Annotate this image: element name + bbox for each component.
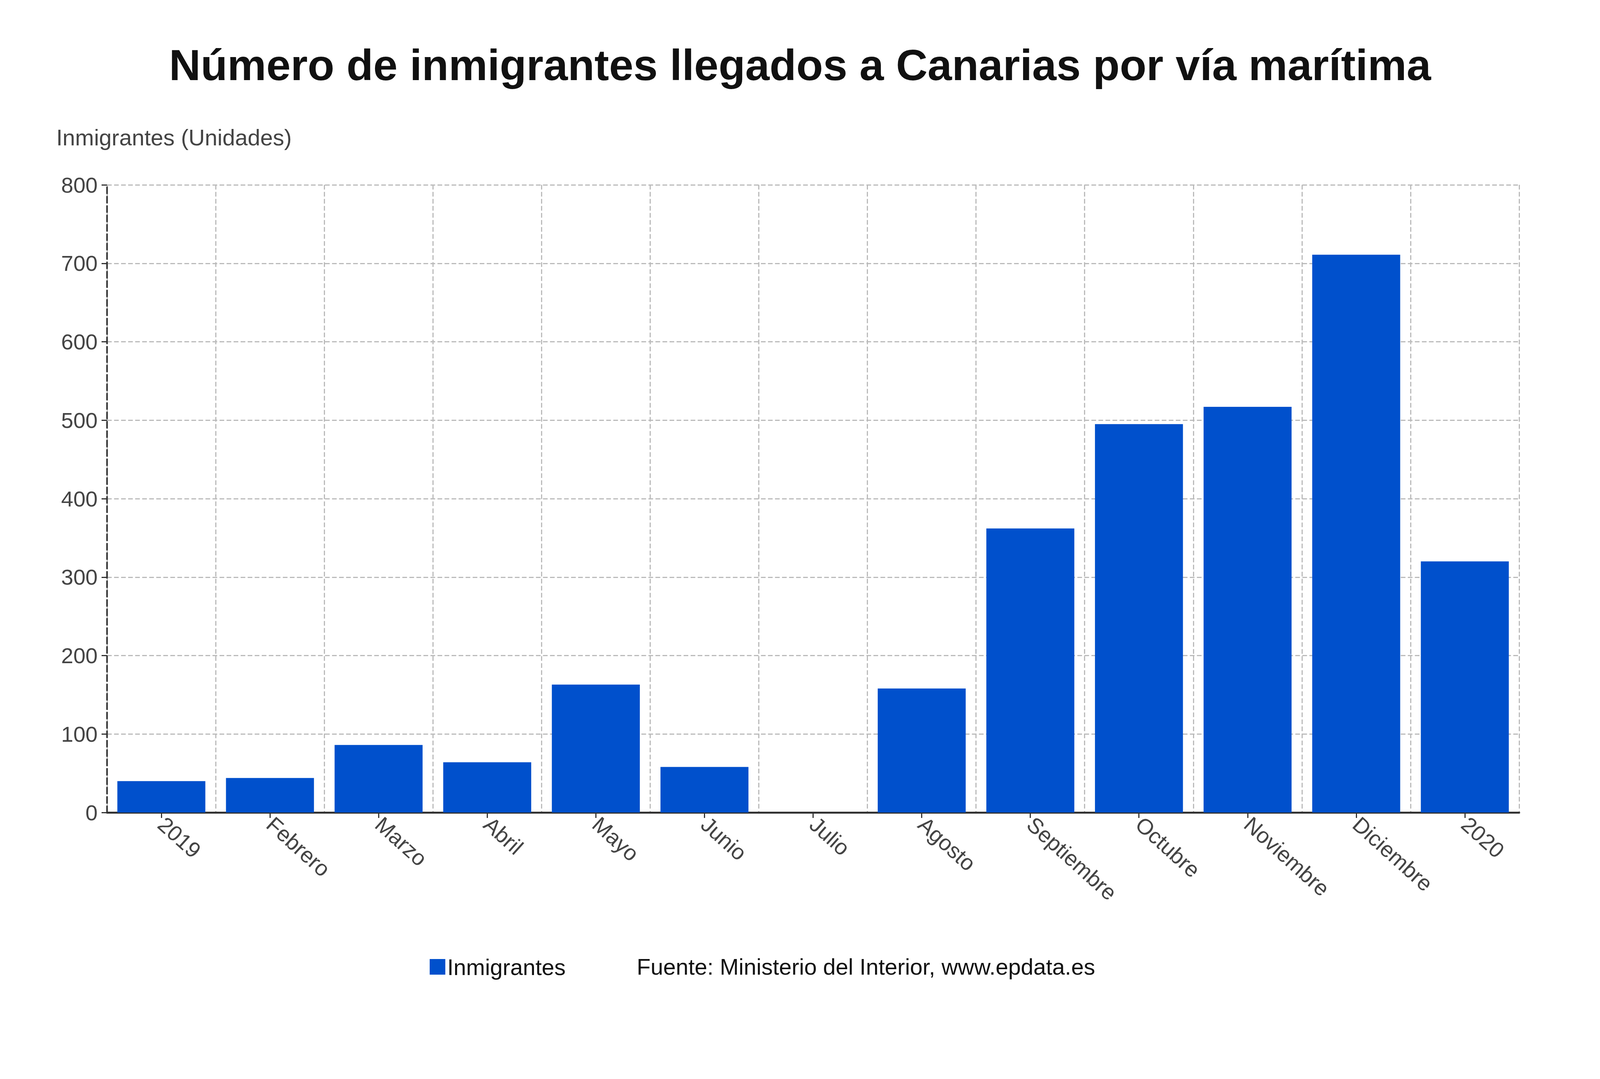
svg-text:Diciembre: Diciembre bbox=[1348, 811, 1438, 896]
svg-text:Noviembre: Noviembre bbox=[1239, 811, 1335, 901]
svg-text:2020: 2020 bbox=[1456, 811, 1510, 863]
svg-text:800: 800 bbox=[61, 172, 98, 198]
svg-text:Febrero: Febrero bbox=[261, 811, 336, 882]
svg-text:300: 300 bbox=[61, 564, 98, 590]
svg-text:Marzo: Marzo bbox=[370, 811, 433, 871]
svg-text:Septiembre: Septiembre bbox=[1022, 811, 1122, 905]
svg-text:500: 500 bbox=[61, 407, 98, 433]
svg-text:Fuente: Ministerio del Interio: Fuente: Ministerio del Interior, www.epd… bbox=[636, 953, 1095, 979]
svg-text:Julio: Julio bbox=[804, 811, 855, 861]
svg-text:700: 700 bbox=[61, 250, 98, 276]
svg-text:100: 100 bbox=[61, 721, 98, 747]
svg-text:Número de inmigrantes llegados: Número de inmigrantes llegados a Canaria… bbox=[169, 40, 1432, 90]
svg-text:Inmigrantes: Inmigrantes bbox=[447, 953, 566, 980]
svg-text:Agosto: Agosto bbox=[913, 811, 981, 876]
svg-text:Junio: Junio bbox=[696, 811, 752, 865]
svg-text:0: 0 bbox=[85, 800, 98, 825]
svg-text:Octubre: Octubre bbox=[1130, 811, 1206, 883]
svg-text:200: 200 bbox=[61, 642, 98, 668]
svg-text:600: 600 bbox=[61, 329, 98, 354]
svg-text:Abril: Abril bbox=[478, 811, 528, 860]
svg-text:400: 400 bbox=[61, 486, 98, 511]
svg-text:Inmigrantes (Unidades): Inmigrantes (Unidades) bbox=[56, 124, 292, 150]
svg-text:Mayo: Mayo bbox=[587, 811, 644, 866]
svg-text:2019: 2019 bbox=[153, 811, 206, 863]
